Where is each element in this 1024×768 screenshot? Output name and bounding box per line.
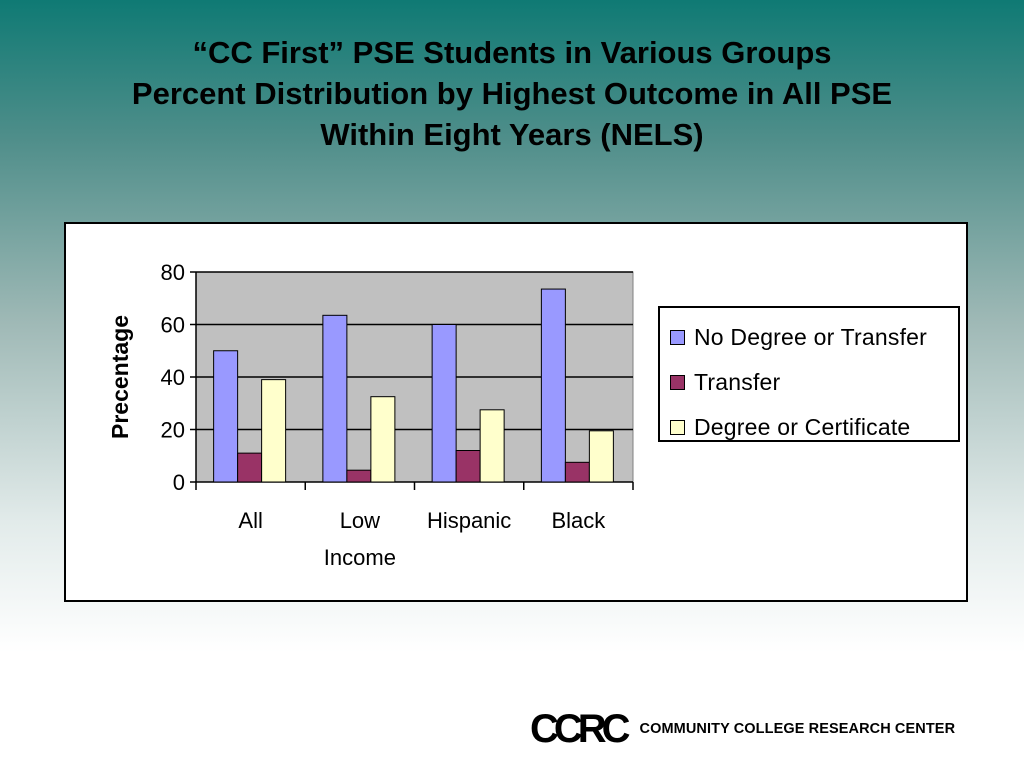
x-tick-label-1-1: Income (324, 545, 396, 570)
bar-transfer-0 (237, 452, 263, 483)
y-tick-label-60: 60 (161, 313, 185, 338)
y-tick-label-40: 40 (161, 365, 185, 390)
bar-degree-or-certificate-0 (261, 379, 287, 483)
bar-transfer-3 (564, 461, 590, 483)
legend-swatch-degree (670, 419, 685, 435)
legend-label-transfer: Transfer (694, 368, 781, 395)
x-tick-label-2-0: Hispanic (427, 508, 511, 533)
y-tick-label-20: 20 (161, 418, 185, 443)
x-tick-label-0-0: All (238, 508, 262, 533)
title-line-1: “CC First” PSE Students in Various Group… (192, 35, 832, 70)
legend-label-degree: Degree or Certificate (694, 413, 911, 440)
ccrc-logo: CCRC COMMUNITY COLLEGE RESEARCH CENTER (530, 706, 955, 752)
logo-text: COMMUNITY COLLEGE RESEARCH CENTER (639, 721, 956, 737)
bar-no-degree-or-transfer-1 (322, 314, 348, 483)
y-tick-label-0: 0 (173, 470, 185, 495)
slide-title: “CC First” PSE Students in Various Group… (0, 32, 1024, 155)
y-axis-label: Precentage (107, 315, 133, 439)
bar-degree-or-certificate-2 (479, 409, 505, 483)
bar-degree-or-certificate-3 (588, 430, 614, 483)
legend-label-no-degree: No Degree or Transfer (694, 323, 928, 350)
x-tick-label-1-0: Low (340, 508, 380, 533)
title-line-3: Within Eight Years (NELS) (320, 117, 704, 152)
chart-container: 0 20 40 60 80 All Low Income Hispanic Black Precen… (64, 222, 968, 602)
bar-no-degree-or-transfer-3 (540, 288, 566, 483)
legend-item-degree: Degree or Certificate (670, 412, 910, 442)
legend-item-transfer: Transfer (670, 367, 780, 397)
bar-no-degree-or-transfer-2 (431, 324, 457, 483)
y-tick-label-80: 80 (161, 260, 185, 285)
bar-chart: 0 20 40 60 80 All Low Income Hispanic Black Precen… (107, 260, 634, 570)
bar-degree-or-certificate-1 (370, 396, 396, 483)
legend-swatch-no-degree (670, 329, 685, 345)
bar-transfer-2 (455, 450, 481, 483)
x-tick-label-3-0: Black (551, 508, 606, 533)
bar-transfer-1 (346, 469, 372, 483)
title-line-2: Percent Distribution by Highest Outcome … (131, 76, 893, 111)
legend-swatch-transfer (670, 374, 685, 390)
logo-mark: CCRC (530, 706, 631, 751)
chart-legend: No Degree or Transfer Transfer Degree or… (658, 306, 960, 442)
legend-item-no-degree: No Degree or Transfer (670, 322, 927, 352)
bar-no-degree-or-transfer-0 (213, 350, 239, 483)
